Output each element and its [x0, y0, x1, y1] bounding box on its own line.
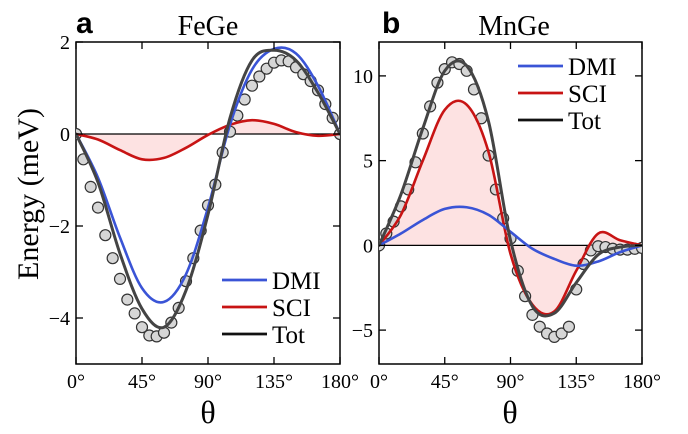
tot-line [379, 59, 642, 318]
panel-b-letter: b [382, 7, 400, 40]
data-point [253, 70, 266, 83]
y-tick-label: 0 [60, 124, 70, 146]
data-point [84, 180, 97, 193]
plot-area [76, 46, 340, 343]
data-point [245, 79, 259, 92]
data-point [106, 252, 119, 265]
legend-label-dmi: DMI [272, 268, 321, 295]
dmi-line [76, 46, 340, 304]
x-tick-label: 90° [497, 371, 525, 393]
x-tick-label: 180° [623, 371, 661, 393]
data-point [121, 293, 134, 306]
x-tick-label: 135° [557, 371, 595, 393]
x-tick-label: 180° [321, 371, 359, 393]
data-point [135, 321, 149, 334]
panel-b-title: MnGe [478, 11, 550, 42]
x-tick-label: 0° [67, 371, 85, 393]
y-tick-label: 2 [60, 32, 70, 54]
legend-label-tot: Tot [272, 322, 305, 349]
x-tick-label: 0° [370, 371, 388, 393]
sci-shaded-area [379, 100, 642, 315]
y-tick-label: 10 [353, 66, 373, 88]
data-point [91, 201, 105, 214]
data-point [113, 272, 127, 285]
x-tick-label: 90° [194, 371, 222, 393]
sci-line [379, 99, 642, 316]
y-axis-label: Energy (meV) [12, 108, 45, 280]
x-tick-label: 45° [431, 371, 459, 393]
panel-a-letter: a [76, 7, 93, 40]
legend-label-tot: Tot [568, 108, 601, 135]
data-point [562, 320, 576, 333]
y-tick-label: −4 [49, 308, 70, 330]
legend-label-dmi: DMI [568, 54, 617, 81]
tot-line [76, 48, 340, 330]
panel-a-xlabel: θ [200, 394, 215, 429]
y-tick-label: −2 [49, 216, 70, 238]
legend-label-sci: SCI [568, 81, 607, 108]
data-point [128, 307, 141, 320]
x-tick-label: 45° [128, 371, 156, 393]
y-tick-label: 0 [363, 235, 373, 257]
y-tick-label: −5 [352, 320, 373, 342]
sci-shaded-area [76, 120, 340, 160]
legend-label-sci: SCI [272, 295, 311, 322]
panel-b-xlabel: θ [502, 394, 517, 429]
panel-a-title: FeGe [178, 11, 239, 42]
x-tick-label: 135° [255, 371, 293, 393]
y-tick-label: 5 [363, 151, 373, 173]
data-point [99, 229, 112, 242]
sci-line [76, 118, 340, 162]
dmi-line [379, 205, 642, 268]
